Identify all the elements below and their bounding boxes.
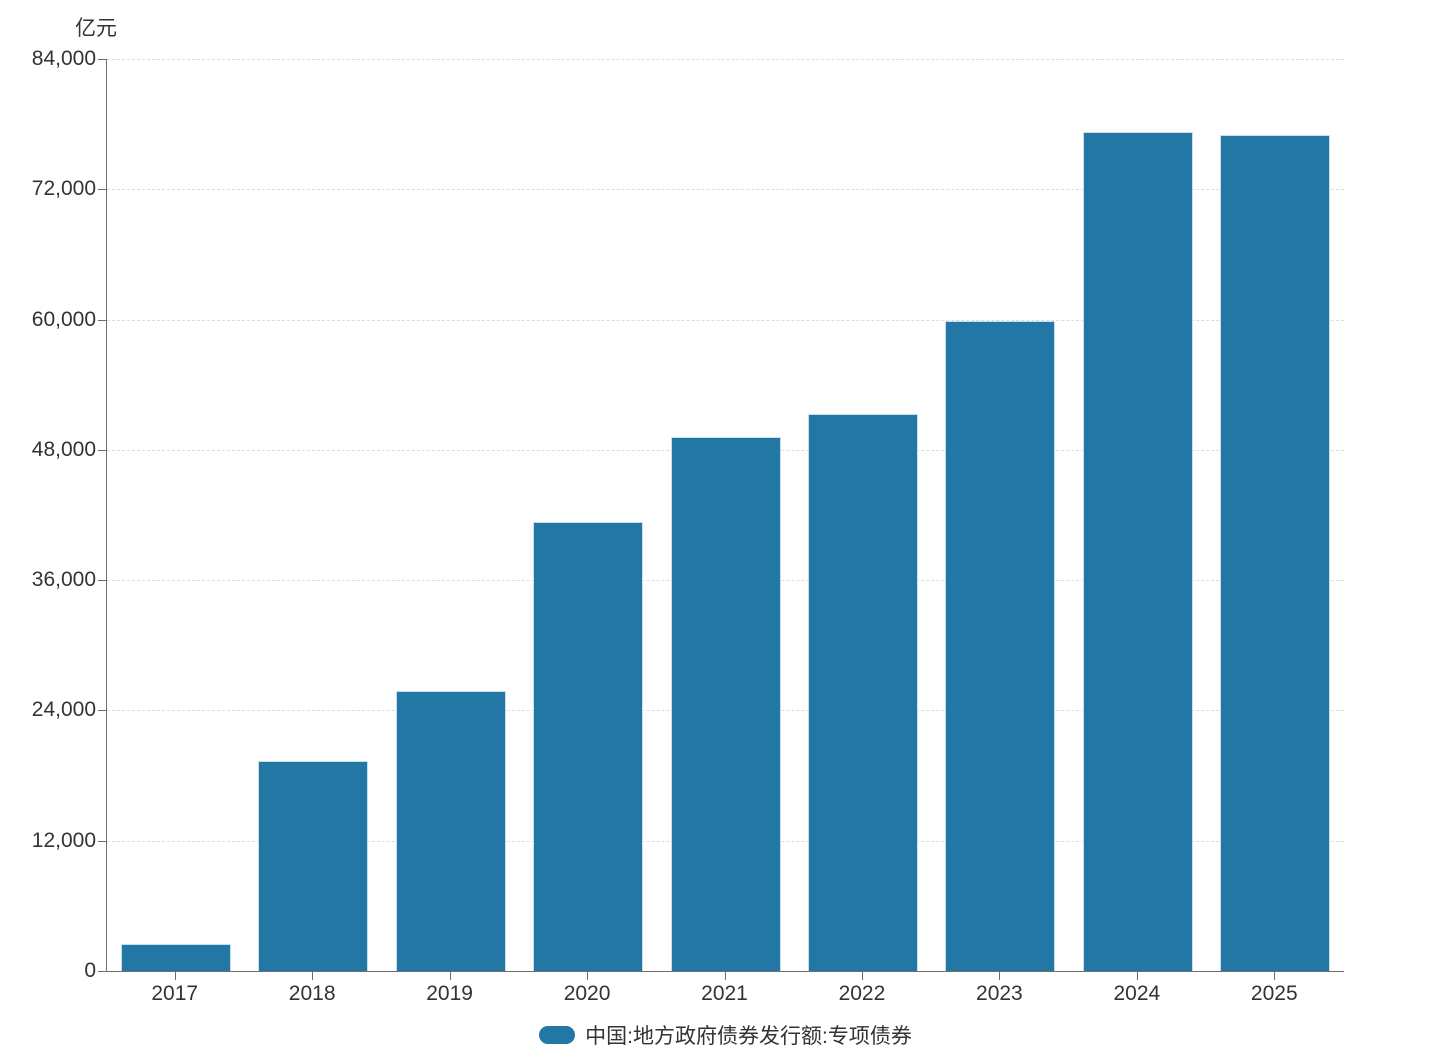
x-axis-label: 2024 xyxy=(1113,982,1161,1005)
bar-2025[interactable] xyxy=(1220,135,1331,971)
y-axis-tick xyxy=(98,710,106,712)
x-axis-label: 2020 xyxy=(563,982,611,1005)
x-axis-tick xyxy=(999,972,1001,980)
bar-2018[interactable] xyxy=(258,761,369,971)
y-axis-tick xyxy=(98,580,106,582)
y-axis-label: 12,000 xyxy=(31,828,96,852)
y-axis-label: 60,000 xyxy=(31,307,96,331)
x-axis-tick xyxy=(174,972,176,980)
y-axis-tick xyxy=(98,59,106,60)
x-axis-label: 2021 xyxy=(701,982,748,1005)
x-axis-label: 2017 xyxy=(151,982,199,1005)
x-axis-tick xyxy=(861,972,863,980)
bar-2022[interactable] xyxy=(807,414,918,971)
bar-2023[interactable] xyxy=(945,320,1056,971)
legend-label: 中国:地方政府债券发行额:专项债券 xyxy=(585,1025,912,1048)
y-axis-tick xyxy=(98,449,106,451)
legend-swatch-icon xyxy=(539,1026,576,1044)
y-axis-tick xyxy=(98,971,106,972)
y-axis-label: 84,000 xyxy=(31,47,96,70)
y-axis-tick xyxy=(98,319,106,321)
x-axis-label: 2023 xyxy=(976,982,1023,1005)
y-axis-unit-label: 亿元 xyxy=(75,17,117,40)
x-axis-tick xyxy=(312,972,314,980)
gridline xyxy=(107,319,1344,321)
x-axis-tick xyxy=(1274,972,1276,980)
bar-2024[interactable] xyxy=(1082,131,1193,971)
plot-area xyxy=(106,59,1344,972)
legend-item[interactable]: 中国:地方政府债券发行额:专项债券 xyxy=(0,1020,1451,1050)
bar-2021[interactable] xyxy=(670,436,781,971)
bar-2020[interactable] xyxy=(533,521,644,971)
x-axis-label: 2025 xyxy=(1250,982,1298,1005)
x-axis-label: 2022 xyxy=(838,982,886,1005)
x-axis-label: 2019 xyxy=(426,982,473,1005)
bar-2019[interactable] xyxy=(395,690,506,971)
y-axis-label: 0 xyxy=(84,959,96,982)
x-axis-tick xyxy=(1136,972,1138,980)
x-axis-label: 2018 xyxy=(288,982,336,1005)
y-axis-label: 72,000 xyxy=(31,177,96,201)
x-axis-tick xyxy=(449,972,451,980)
gridline xyxy=(107,189,1344,191)
y-axis-tick xyxy=(98,189,106,191)
y-axis-label: 48,000 xyxy=(31,437,96,461)
bar-2017[interactable] xyxy=(120,943,231,971)
y-axis-tick xyxy=(98,840,106,842)
y-axis-label: 24,000 xyxy=(31,698,96,722)
y-axis-label: 36,000 xyxy=(31,568,96,592)
gridline xyxy=(107,59,1344,60)
x-axis-tick xyxy=(587,972,589,980)
x-axis-tick xyxy=(724,972,726,980)
